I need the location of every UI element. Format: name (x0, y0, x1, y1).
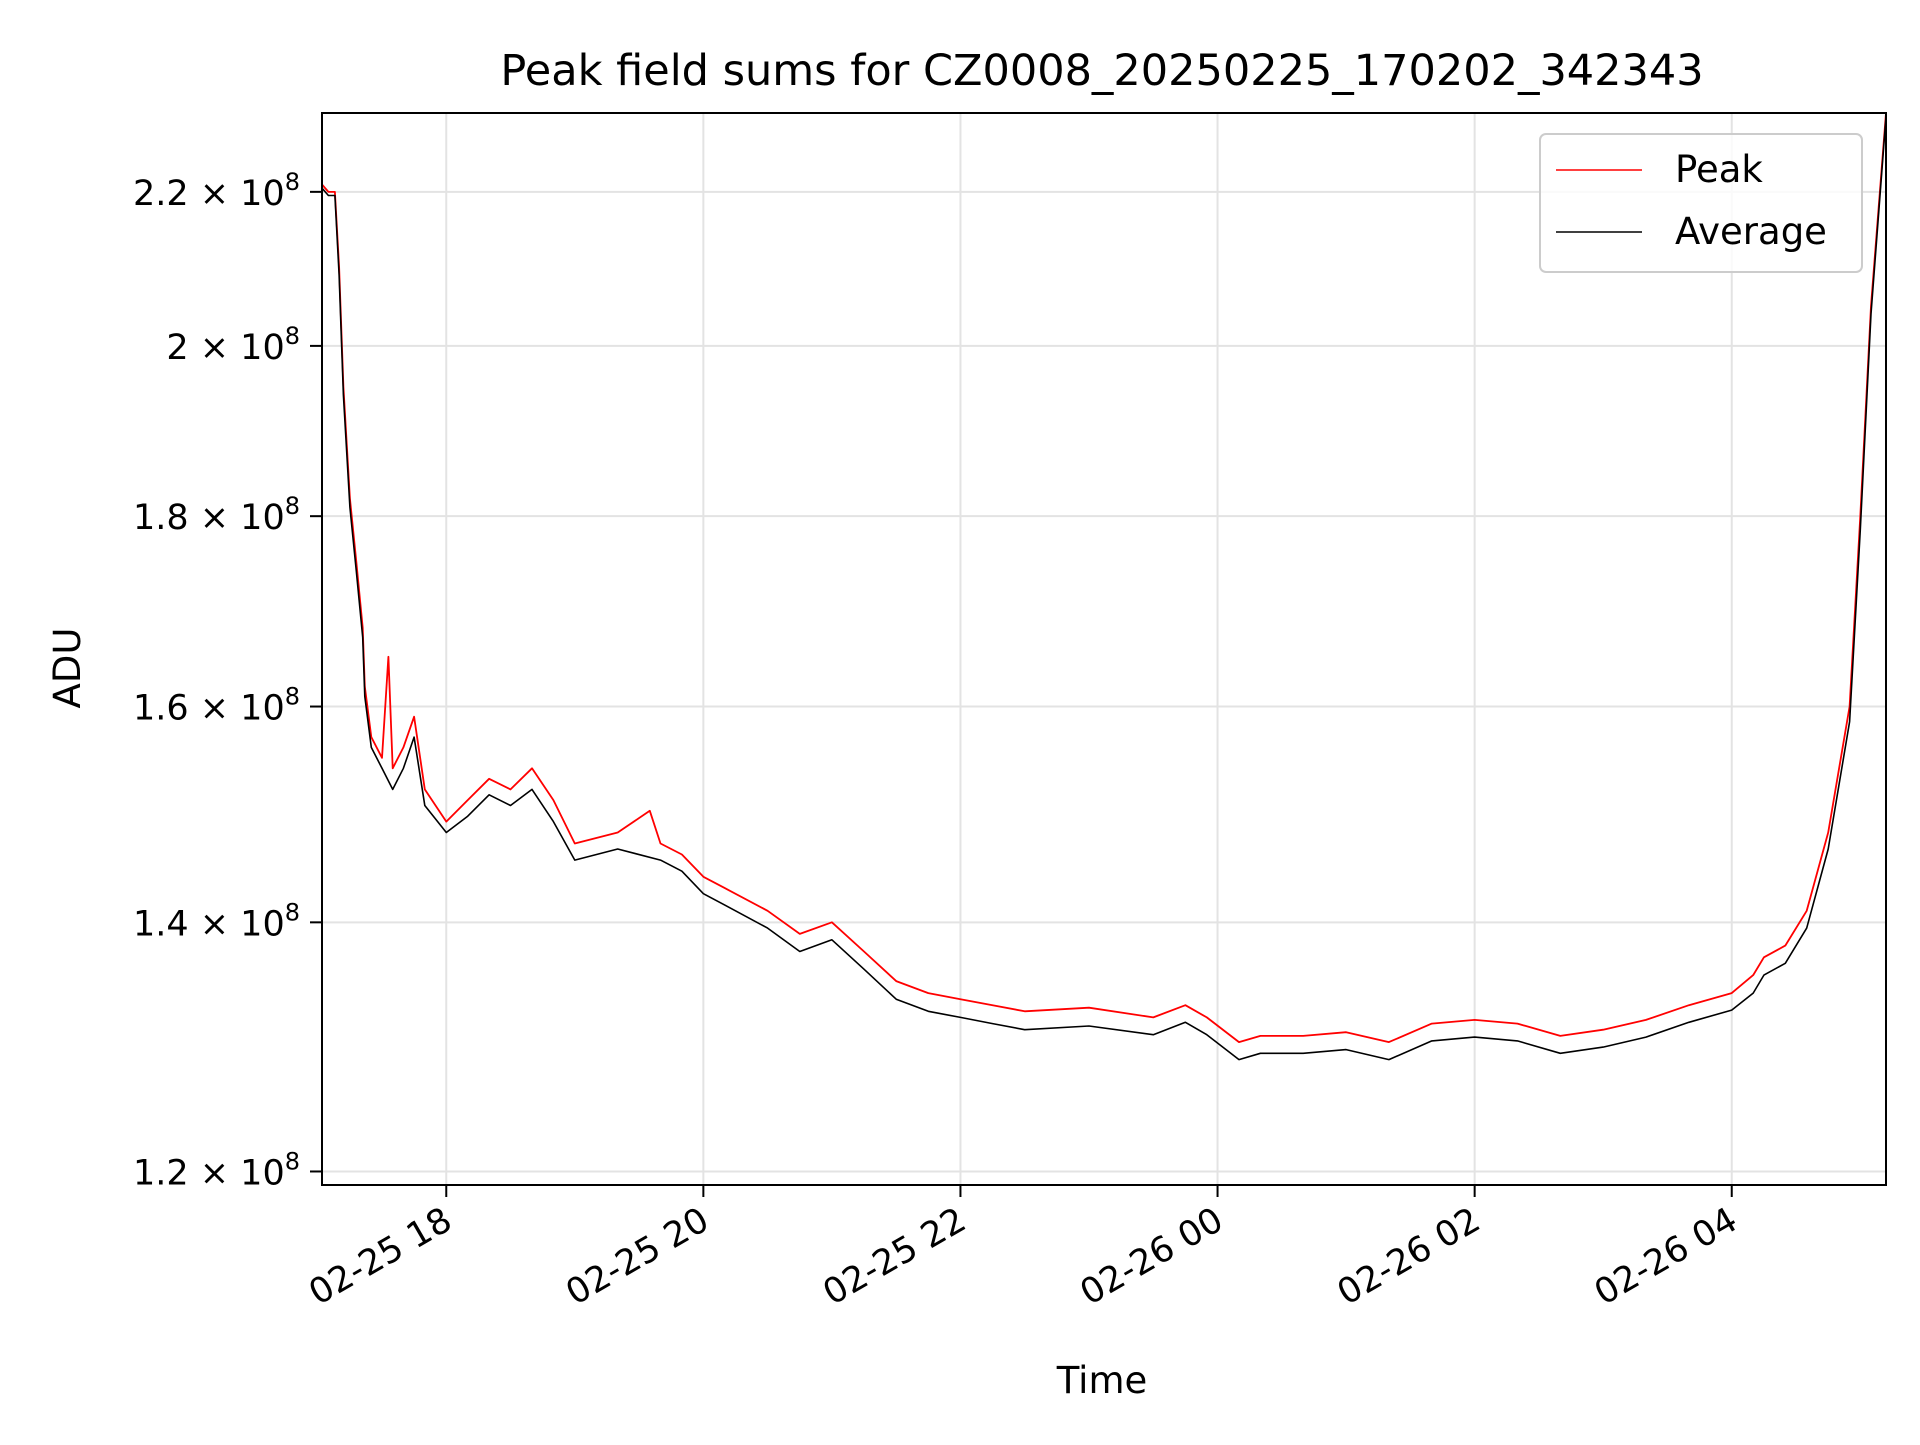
y-tick-label: 1.2 × 108 (133, 1147, 300, 1193)
x-axis-label: Time (1056, 1359, 1148, 1402)
legend: Peak Average (1539, 133, 1863, 273)
y-tick-label: 1.8 × 108 (133, 492, 300, 538)
y-tick-label: 2 × 108 (166, 322, 300, 368)
y-axis-ticks: 1.2 × 108 1.4 × 108 1.6 × 108 1.8 × 108 2 × … (133, 168, 322, 1193)
legend-label-peak: Peak (1675, 148, 1763, 191)
series-line-peak (321, 112, 1887, 1043)
series-line-average (321, 116, 1887, 1061)
plot-frame (321, 112, 1887, 1186)
legend-label-average: Average (1675, 210, 1827, 253)
y-axis-label: ADU (46, 628, 89, 709)
y-tick-label: 1.6 × 108 (133, 683, 300, 729)
y-tick-label: 1.4 × 108 (133, 898, 300, 944)
y-tick-label: 2.2 × 108 (133, 168, 300, 214)
legend-box (1539, 133, 1863, 273)
grid-lines (322, 113, 1886, 1185)
chart-title: Peak field sums for CZ0008_20250225_1702… (500, 46, 1703, 96)
series-lines (321, 112, 1887, 1061)
